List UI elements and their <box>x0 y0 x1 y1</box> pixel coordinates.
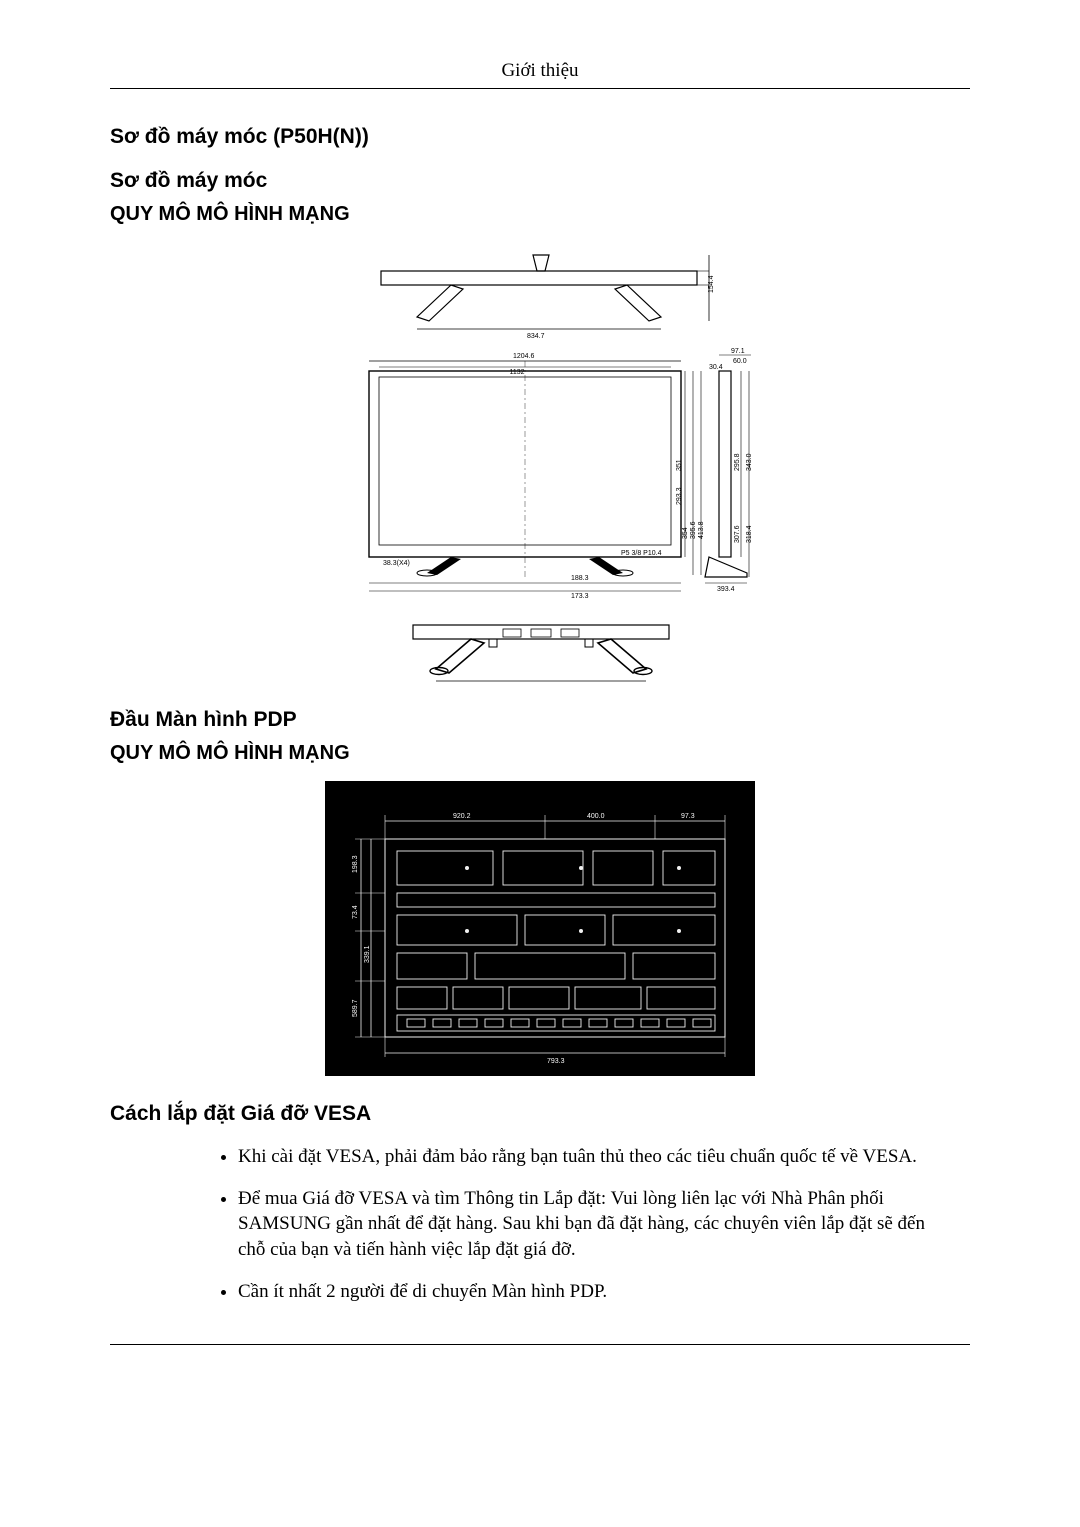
diagram-mechanical: 154.4 834.7 1204.6 1132 <box>320 242 760 682</box>
dim2-top-3: 97.3 <box>681 813 695 820</box>
dim-front-v-354: 354 <box>682 527 689 539</box>
dim2-lv-3: 339.1 <box>364 945 371 963</box>
bullet-item: Để mua Giá đỡ VESA và tìm Thông tin Lắp … <box>238 1186 970 1263</box>
dim-side-97: 97.1 <box>731 348 745 355</box>
top-view-group: 154.4 834.7 <box>381 255 715 340</box>
dim-side-393: 393.4 <box>717 586 735 593</box>
dim-front-188: 188.3 <box>571 575 589 582</box>
dim-side-295: 295.8 <box>734 453 741 471</box>
heading-model: Sơ đồ máy móc (P50H(N)) <box>110 125 970 149</box>
dim-side-307: 307.6 <box>734 525 741 543</box>
dim-front-1204: 1204.6 <box>513 353 535 360</box>
dim2-lv-1: 198.3 <box>352 855 359 873</box>
page-header-label: Giới thiệu <box>110 60 970 82</box>
dim-front-v-351: 351 <box>676 459 683 471</box>
footer-rule <box>110 1344 970 1345</box>
heading-pdp-head: Đầu Màn hình PDP <box>110 708 970 732</box>
dim2-top-1: 920.2 <box>453 813 471 820</box>
diagram-cad-black: 920.2 400.0 97.3 198.3 73.4 339.1 589.7 <box>325 781 755 1076</box>
dim2-lv-2: 73.4 <box>352 905 359 919</box>
dim-front-v-293: 293.3 <box>676 487 683 505</box>
dim-front-v-395: 395.6 <box>690 521 697 539</box>
dim-side-343: 343.0 <box>746 453 753 471</box>
dim-front-v-413: 413.8 <box>698 521 705 539</box>
dim-side-318: 318.4 <box>746 525 753 543</box>
heading-network-scale-1: QUY MÔ MÔ HÌNH MẠNG <box>110 203 970 226</box>
diagram-2-wrap: 920.2 400.0 97.3 198.3 73.4 339.1 589.7 <box>110 781 970 1076</box>
dim-side-60: 60.0 <box>733 358 747 365</box>
dim-front-38x4: 38.3(X4) <box>383 560 410 567</box>
bullet-item: Cần ít nhất 2 người để di chuyển Màn hìn… <box>238 1279 970 1305</box>
dim-front-173: 173.3 <box>571 593 589 600</box>
heading-vesa: Cách lắp đặt Giá đỡ VESA <box>110 1102 970 1126</box>
rear-view-group: 492.5 <box>413 625 669 683</box>
dim-front-ps: P5 3/8 P10.4 <box>621 550 662 557</box>
dim2-lv-4: 589.7 <box>352 999 359 1017</box>
bullet-item: Khi cài đặt VESA, phải đảm bảo rằng bạn … <box>238 1144 970 1170</box>
dim-top-154: 154.4 <box>708 275 715 293</box>
dim-side-30: 30.4 <box>709 364 723 371</box>
front-view-group: 1204.6 1132 38.3(X4) 188.3 173.3 351 <box>369 353 705 600</box>
diagram-1-wrap: 154.4 834.7 1204.6 1132 <box>110 242 970 682</box>
header-rule <box>110 88 970 89</box>
side-view-group: 97.1 60.0 30.4 295.8 343.0 307.6 318.4 3… <box>705 348 753 593</box>
vesa-bullet-list: Khi cài đặt VESA, phải đảm bảo rằng bạn … <box>110 1144 970 1304</box>
dim2-bottom: 793.3 <box>547 1058 565 1065</box>
heading-network-scale-2: QUY MÔ MÔ HÌNH MẠNG <box>110 742 970 765</box>
dim-front-1132: 1132 <box>509 369 524 376</box>
heading-machine-diagram: Sơ đồ máy móc <box>110 169 970 193</box>
dim-top-834: 834.7 <box>527 333 545 340</box>
dim2-top-2: 400.0 <box>587 813 605 820</box>
